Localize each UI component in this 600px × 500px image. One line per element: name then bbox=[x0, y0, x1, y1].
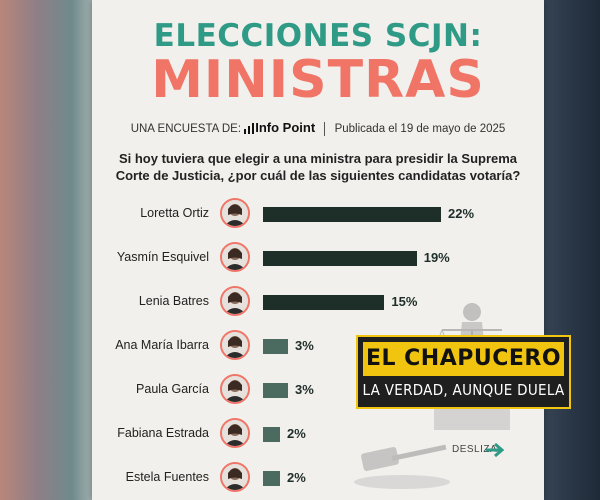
data-bar bbox=[263, 471, 280, 486]
title-line2: MINISTRAS bbox=[151, 50, 485, 110]
candidate-avatar bbox=[220, 374, 250, 404]
data-bar bbox=[263, 251, 417, 266]
data-label: 22% bbox=[448, 206, 475, 221]
data-label: 3% bbox=[295, 338, 314, 353]
swipe-label[interactable]: DESLIZA bbox=[452, 444, 498, 455]
title-line1: ELECCIONES SCJN: bbox=[153, 18, 483, 54]
survey-prefix: UNA ENCUESTA DE: bbox=[130, 123, 242, 135]
data-bar bbox=[263, 383, 288, 398]
watermark-tagline: LA VERDAD, AUNQUE DUELA bbox=[362, 381, 565, 399]
data-label: 2% bbox=[287, 470, 306, 485]
candidate-name: Fabiana Estrada bbox=[117, 426, 209, 440]
arrow-right-icon[interactable] bbox=[485, 442, 505, 458]
survey-question: Si hoy tuviera que elegir a una ministra… bbox=[115, 151, 521, 183]
data-bar bbox=[263, 207, 441, 222]
gavel-icon bbox=[354, 444, 450, 489]
published-date: Publicada el 19 de mayo de 2025 bbox=[334, 123, 506, 135]
data-label: 2% bbox=[287, 426, 306, 441]
data-bar bbox=[263, 339, 288, 354]
candidate-name: Loretta Ortiz bbox=[140, 206, 209, 220]
candidate-avatar bbox=[220, 242, 250, 272]
el-chapucero-watermark: EL CHAPUCERO LA VERDAD, AUNQUE DUELA bbox=[356, 335, 571, 409]
candidate-name: Lenia Batres bbox=[138, 294, 209, 308]
bars-icon bbox=[244, 123, 255, 135]
candidate-name: Ana María Ibarra bbox=[115, 338, 209, 352]
candidate-name: Yasmín Esquivel bbox=[116, 250, 209, 264]
candidate-name: Estela Fuentes bbox=[125, 470, 209, 484]
candidate-avatar bbox=[220, 286, 250, 316]
survey-meta: UNA ENCUESTA DE: Info Point Publicada el… bbox=[92, 120, 544, 136]
watermark-title: EL CHAPUCERO bbox=[363, 342, 564, 376]
survey-card: ELECCIONES SCJN: MINISTRAS UNA ENCUESTA … bbox=[92, 0, 544, 500]
candidate-avatar bbox=[220, 330, 250, 360]
data-label: 3% bbox=[295, 382, 314, 397]
candidate-avatar bbox=[220, 198, 250, 228]
bar-chart: Loretta Ortiz 22% Yasmín Esquivel 19% Lenia … bbox=[92, 0, 544, 500]
candidate-avatar bbox=[220, 462, 250, 492]
candidate-avatar bbox=[220, 418, 250, 448]
brand-logo: Info Point bbox=[255, 120, 316, 135]
data-bar bbox=[263, 295, 385, 310]
data-label: 19% bbox=[423, 250, 450, 265]
data-label: 15% bbox=[391, 294, 418, 309]
divider bbox=[324, 121, 326, 136]
candidate-name: Paula García bbox=[136, 382, 209, 396]
data-bar bbox=[263, 427, 280, 442]
